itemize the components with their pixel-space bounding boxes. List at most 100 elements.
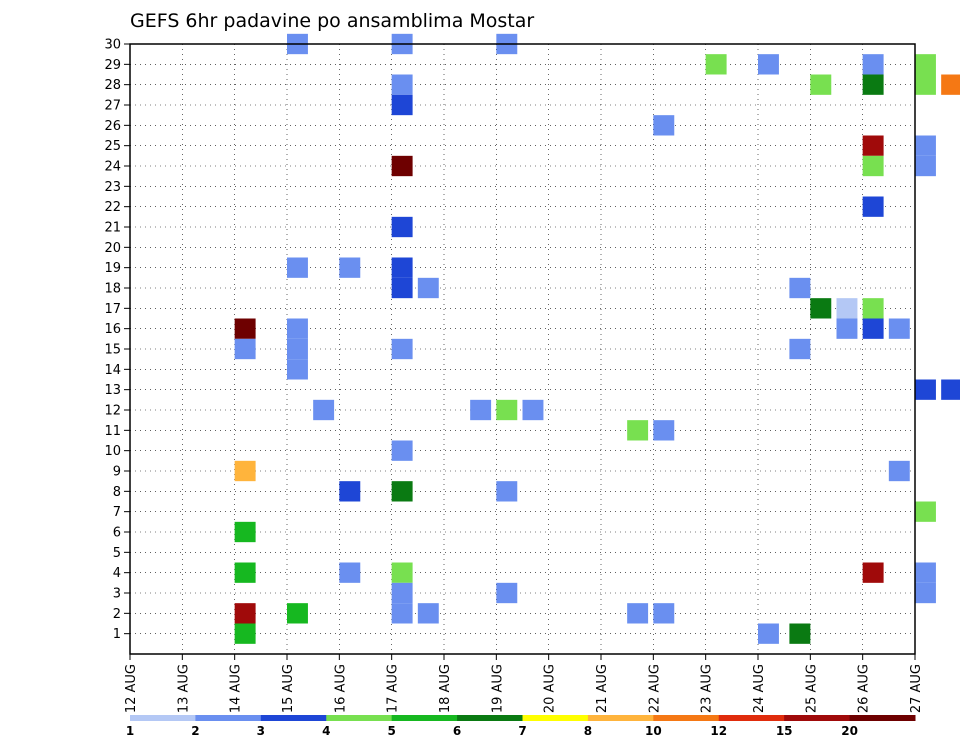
- y-tick-label: 17: [104, 302, 121, 317]
- cell: [836, 298, 858, 319]
- cell: [862, 74, 884, 95]
- x-tick-label: 25 AUG: [804, 664, 819, 713]
- cell: [234, 562, 256, 583]
- x-tick-label: 16 AUG: [333, 664, 348, 713]
- cell: [391, 155, 413, 177]
- y-tick-label: 23: [104, 180, 121, 195]
- cell: [862, 318, 884, 339]
- colorbar-label: 12: [710, 724, 727, 738]
- cell: [391, 257, 413, 278]
- x-tick-label: 24 AUG: [752, 664, 767, 713]
- cell: [789, 277, 811, 299]
- cell: [339, 481, 361, 502]
- y-tick-label: 26: [104, 119, 121, 134]
- cell: [391, 582, 413, 604]
- colorbar-label: 6: [453, 724, 461, 738]
- cell: [836, 318, 858, 339]
- x-tick-label: 26 AUG: [857, 664, 872, 713]
- colorbar-swatch: [130, 715, 196, 721]
- cell: [496, 399, 518, 421]
- colorbar-label: 10: [645, 724, 662, 738]
- cell: [862, 54, 884, 75]
- y-tick-label: 13: [104, 383, 121, 398]
- y-tick-label: 6: [113, 526, 121, 541]
- colorbar-swatch: [653, 715, 720, 721]
- y-tick-label: 14: [104, 363, 121, 378]
- cell: [915, 135, 936, 156]
- y-tick-label: 5: [113, 546, 121, 561]
- cell: [234, 318, 256, 339]
- y-tick-label: 4: [113, 566, 121, 581]
- colorbar-swatch: [784, 715, 851, 721]
- colorbar-swatch: [326, 715, 393, 721]
- x-tick-label: 18 AUG: [438, 664, 453, 713]
- cell: [339, 562, 361, 583]
- cell: [313, 399, 335, 421]
- cell: [789, 338, 811, 360]
- cell: [391, 562, 413, 583]
- cell: [915, 562, 936, 583]
- cell: [810, 74, 832, 95]
- grid: [130, 43, 916, 654]
- y-tick-label: 19: [104, 261, 121, 276]
- cell: [339, 257, 361, 278]
- x-tick-label: 17 AUG: [386, 664, 401, 713]
- cell: [391, 74, 413, 95]
- x-tick-label: 13 AUG: [176, 664, 191, 713]
- cell: [391, 277, 413, 299]
- colorbar-label: 1: [126, 724, 134, 738]
- x-tick-label: 19 AUG: [490, 664, 505, 713]
- cell: [470, 399, 492, 421]
- colorbar-swatch: [391, 715, 458, 721]
- cell: [391, 94, 413, 116]
- cell: [705, 54, 727, 75]
- cell: [287, 359, 308, 380]
- colorbar-swatch: [522, 715, 589, 721]
- chart-title: GEFS 6hr padavine po ansamblima Mostar: [130, 10, 534, 32]
- cell: [391, 338, 413, 360]
- x-tick-label: 27 AUG: [909, 664, 924, 713]
- cell: [391, 216, 413, 238]
- cell: [391, 603, 413, 624]
- cell: [287, 603, 308, 624]
- cell: [758, 54, 779, 75]
- y-tick-label: 11: [104, 424, 121, 439]
- colorbar-swatch: [849, 715, 916, 721]
- cell: [234, 521, 256, 543]
- cell: [522, 399, 544, 421]
- y-axis: 1234567891011121314151617181920212223242…: [104, 38, 130, 642]
- y-tick-label: 21: [104, 221, 121, 236]
- cell: [888, 460, 910, 482]
- colorbar-label: 7: [518, 724, 526, 738]
- colorbar-label: 4: [322, 724, 330, 738]
- cell: [758, 623, 779, 644]
- y-tick-label: 8: [113, 485, 121, 500]
- y-tick-label: 15: [104, 343, 121, 358]
- cell: [915, 54, 936, 75]
- cell: [496, 582, 518, 604]
- cells-layer: [234, 33, 960, 644]
- colorbar-label: 2: [191, 724, 199, 738]
- colorbar-swatch: [457, 715, 523, 721]
- x-tick-label: 23 AUG: [700, 664, 715, 713]
- cell: [391, 440, 413, 461]
- cell: [417, 277, 439, 299]
- cell: [653, 603, 675, 624]
- cell: [627, 420, 649, 441]
- y-tick-label: 12: [104, 404, 121, 419]
- y-tick-label: 16: [104, 322, 121, 337]
- x-axis: 12 AUG 13 AUG 14 AUG 15 AUG 16 AUG 17 AUG 18 A…: [124, 654, 924, 713]
- cell: [627, 603, 649, 624]
- cell: [915, 582, 936, 604]
- cell: [234, 338, 256, 360]
- cell: [810, 298, 832, 319]
- x-tick-label: 14 AUG: [229, 664, 244, 713]
- y-tick-label: 20: [104, 241, 121, 256]
- colorbar-swatch: [260, 715, 327, 721]
- colorbar-label: 15: [776, 724, 793, 738]
- cell: [653, 420, 675, 441]
- cell: [941, 379, 960, 400]
- x-tick-label: 20 AUG: [543, 664, 558, 713]
- x-tick-label: 12 AUG: [124, 664, 139, 713]
